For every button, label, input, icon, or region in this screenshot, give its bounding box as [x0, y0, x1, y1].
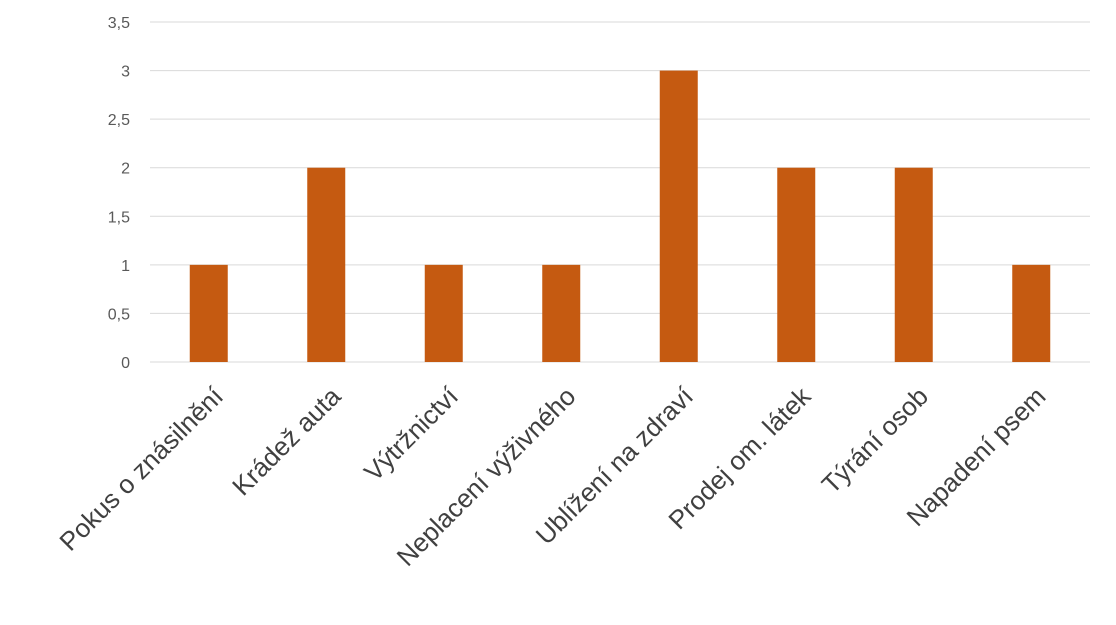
y-tick-label: 3,5 [108, 15, 130, 32]
x-category-label: Výtržnictví [358, 380, 465, 487]
bar [190, 265, 228, 362]
x-category-label: Týrání osob [816, 381, 934, 499]
bar [777, 168, 815, 362]
bar [425, 265, 463, 362]
x-category-label: Pokus o znásilnění [53, 380, 229, 556]
gridlines [150, 22, 1090, 362]
x-category-label: Krádež auta [226, 381, 347, 502]
y-tick-label: 0,5 [108, 306, 130, 323]
bar [895, 168, 933, 362]
y-tick-label: 2,5 [108, 112, 130, 129]
bar [660, 71, 698, 362]
y-tick-label: 3 [121, 64, 130, 81]
bar [1012, 265, 1050, 362]
y-tick-label: 1 [121, 258, 130, 275]
bar [307, 168, 345, 362]
y-tick-label: 2 [121, 161, 130, 178]
y-tick-label: 0 [121, 355, 130, 372]
y-axis-ticks: 0 0,5 1 1,5 2 2,5 3 3,5 [108, 15, 130, 372]
y-tick-label: 1,5 [108, 209, 130, 226]
bar [542, 265, 580, 362]
